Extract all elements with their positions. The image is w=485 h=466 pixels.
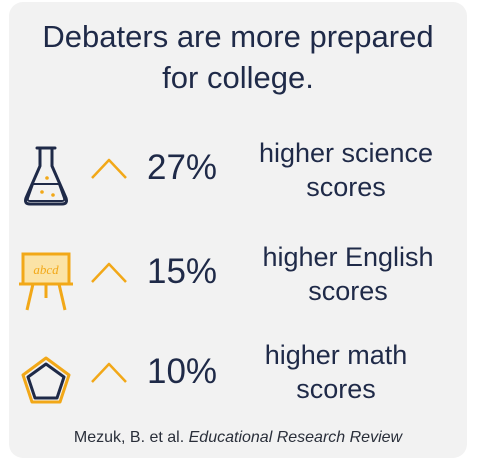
science-description: higher science scores (231, 136, 461, 204)
science-percent: 27% (147, 146, 217, 190)
stat-row-math: 10% higher math scores (9, 336, 467, 426)
easel-text: abcd (33, 262, 59, 277)
pentagon-icon (17, 346, 75, 412)
citation-authors: Mezuk, B. et al. (74, 429, 189, 446)
stat-row-english: abcd 15% higher English scores (9, 236, 467, 326)
increase-chevron-icon (89, 154, 129, 182)
stat-row-science: 27% higher science scores (9, 132, 467, 222)
english-description: higher English scores (233, 240, 463, 308)
citation: Mezuk, B. et al. Educational Research Re… (9, 428, 467, 448)
increase-chevron-icon (89, 358, 129, 386)
headline-line-1: Debaters are more prepared (9, 16, 467, 57)
headline-line-2: for college. (9, 57, 467, 98)
citation-journal: Educational Research Review (189, 429, 402, 446)
headline: Debaters are more prepared for college. (9, 16, 467, 98)
infographic-card: Debaters are more prepared for college. … (9, 2, 467, 458)
easel-icon: abcd (17, 246, 75, 312)
math-description: higher math scores (221, 338, 451, 406)
flask-icon (17, 142, 75, 208)
increase-chevron-icon (89, 258, 129, 286)
english-percent: 15% (147, 250, 217, 294)
math-percent: 10% (147, 350, 217, 394)
